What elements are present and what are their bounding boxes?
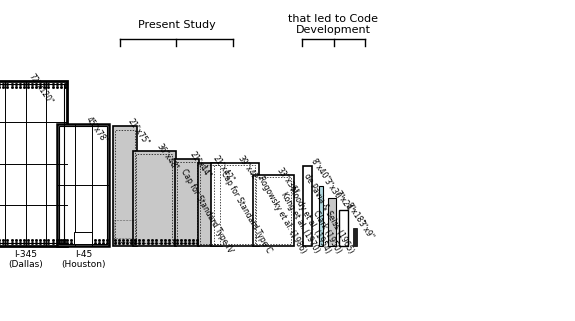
Bar <box>210 163 259 246</box>
Bar <box>339 210 348 246</box>
Bar <box>175 159 199 246</box>
Text: I-345
(Dallas): I-345 (Dallas) <box>9 250 43 269</box>
Text: 72"x120": 72"x120" <box>27 72 55 106</box>
Text: Moody et al. (1954): Moody et al. (1954) <box>286 185 332 255</box>
Bar <box>0 81 67 246</box>
Bar <box>198 163 222 246</box>
Bar <box>328 198 336 246</box>
Bar <box>0 84 64 243</box>
Text: 7"x24": 7"x24" <box>333 189 355 215</box>
Bar <box>74 232 93 244</box>
Text: 33"x36": 33"x36" <box>275 166 300 196</box>
Bar <box>353 228 356 246</box>
Text: 36"x48": 36"x48" <box>155 142 180 172</box>
Bar <box>58 124 109 246</box>
Text: Cap for Standard Type C: Cap for Standard Type C <box>220 169 274 255</box>
Text: 39"x42": 39"x42" <box>236 154 260 184</box>
Text: 45"x78": 45"x78" <box>85 115 109 145</box>
Text: 21"x75": 21"x75" <box>126 117 151 147</box>
Bar <box>200 166 220 244</box>
Text: I-45
(Houston): I-45 (Houston) <box>61 250 106 269</box>
Text: de Pavia & Seiss (1965): de Pavia & Seiss (1965) <box>302 172 355 255</box>
Text: that led to Code
Development: that led to Code Development <box>289 14 378 35</box>
Text: 8"x18": 8"x18" <box>344 201 366 227</box>
Bar <box>303 166 312 246</box>
Text: 3"x30": 3"x30" <box>322 177 344 204</box>
Text: 21"x44": 21"x44" <box>188 150 213 180</box>
Bar <box>133 151 175 246</box>
Text: 21"x42": 21"x42" <box>211 154 236 184</box>
Bar <box>319 186 323 246</box>
Text: Rogowsky et al. (1986): Rogowsky et al. (1986) <box>256 174 308 255</box>
Text: 8"x40": 8"x40" <box>309 157 331 183</box>
Bar <box>256 177 291 244</box>
Bar <box>214 166 255 244</box>
Text: Cap for Standard Type IV: Cap for Standard Type IV <box>179 168 235 255</box>
Bar <box>113 126 137 246</box>
Text: Present Study: Present Study <box>137 21 216 30</box>
Bar <box>177 161 197 243</box>
Text: 3"x9": 3"x9" <box>356 219 375 241</box>
Bar <box>59 126 108 244</box>
Bar <box>115 130 136 242</box>
Bar <box>114 220 136 238</box>
Bar <box>253 175 294 246</box>
Bar <box>136 154 172 243</box>
Text: Clark (1950): Clark (1950) <box>312 209 343 255</box>
Text: Kong et al. (1970): Kong et al. (1970) <box>279 191 321 255</box>
